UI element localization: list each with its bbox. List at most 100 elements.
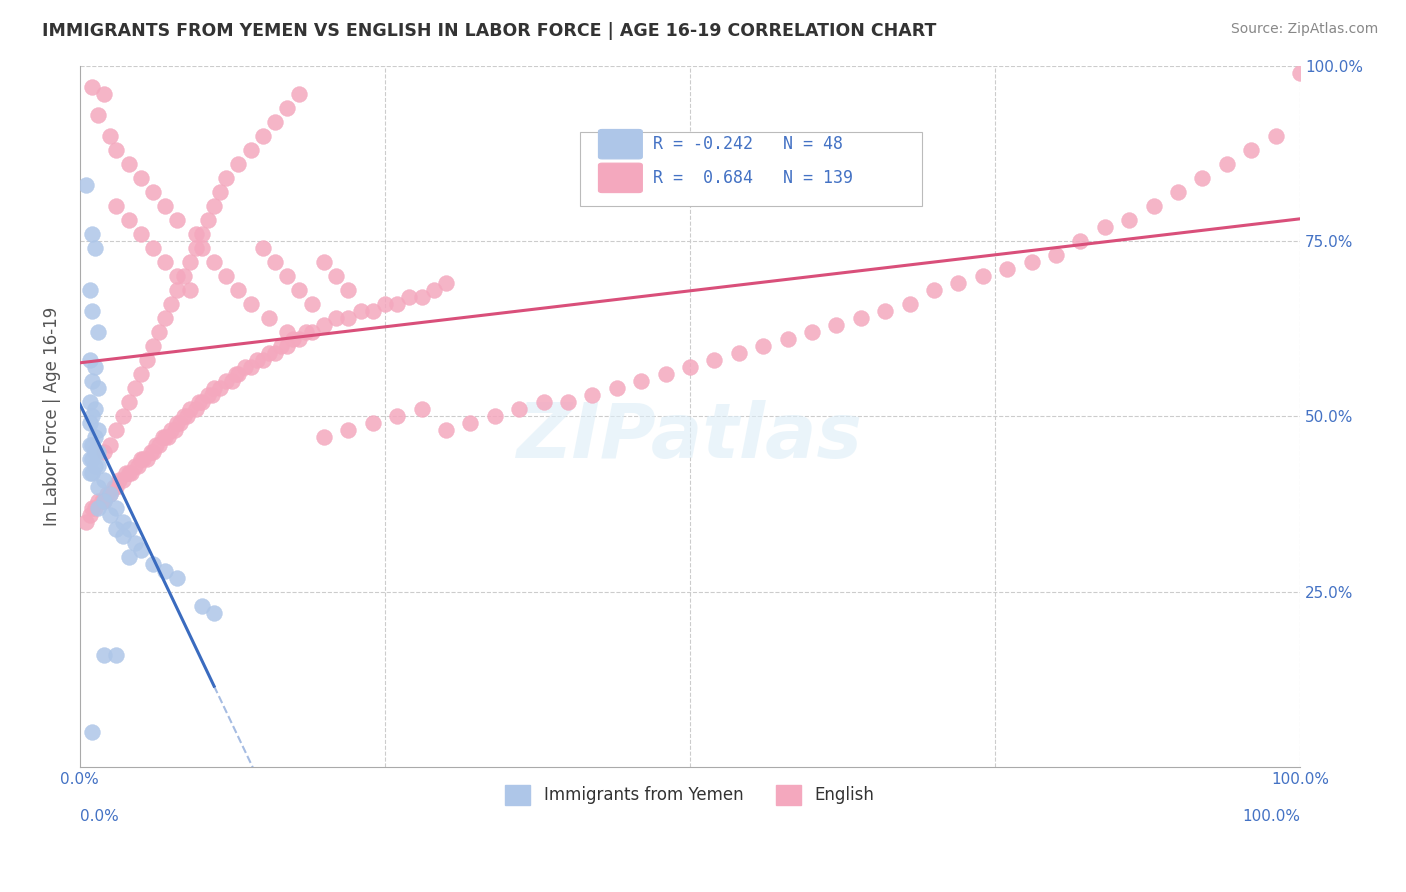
Point [103, 480, 125, 494]
Point [129, 227, 152, 241]
Point [434, 276, 457, 290]
Point [209, 185, 232, 199]
Point [80, 304, 103, 318]
Point [79, 283, 101, 297]
Point [1094, 219, 1116, 234]
Point [411, 402, 433, 417]
Point [179, 402, 201, 417]
Point [100, 486, 122, 500]
Point [124, 458, 146, 473]
Point [270, 339, 292, 353]
FancyBboxPatch shape [599, 129, 643, 159]
Point [105, 648, 128, 662]
Point [1240, 143, 1263, 157]
Point [264, 346, 287, 360]
Point [166, 269, 188, 284]
Point [105, 199, 128, 213]
Point [142, 185, 165, 199]
Point [312, 430, 335, 444]
Point [202, 199, 225, 213]
Point [129, 170, 152, 185]
Text: R = -0.242   N = 48: R = -0.242 N = 48 [654, 136, 844, 153]
Point [257, 346, 280, 360]
Point [233, 360, 256, 375]
Point [118, 395, 141, 409]
Point [148, 325, 170, 339]
Point [120, 466, 142, 480]
Point [191, 241, 214, 255]
Point [139, 444, 162, 458]
Point [422, 283, 444, 297]
Point [1118, 213, 1140, 227]
Point [201, 388, 224, 402]
Point [80, 500, 103, 515]
Point [995, 262, 1018, 277]
Point [875, 304, 897, 318]
Point [288, 332, 311, 346]
Point [155, 255, 177, 269]
Point [105, 143, 128, 157]
Point [108, 473, 131, 487]
Point [79, 353, 101, 368]
Point [1216, 157, 1239, 171]
Point [1142, 199, 1164, 213]
Point [301, 325, 323, 339]
Point [83, 402, 105, 417]
Point [1167, 185, 1189, 199]
Point [83, 458, 105, 473]
Point [156, 430, 179, 444]
Point [166, 213, 188, 227]
Point [325, 311, 347, 326]
Point [118, 157, 141, 171]
Point [96, 486, 118, 500]
Point [132, 451, 155, 466]
Point [727, 346, 749, 360]
Point [80, 409, 103, 424]
Point [1289, 65, 1312, 79]
Point [173, 269, 195, 284]
Point [606, 381, 628, 395]
Point [849, 311, 872, 326]
Point [79, 417, 101, 431]
Point [361, 417, 384, 431]
Point [93, 493, 115, 508]
Point [83, 360, 105, 375]
Point [385, 297, 408, 311]
Point [79, 451, 101, 466]
Point [87, 444, 110, 458]
Point [166, 571, 188, 585]
Point [83, 444, 105, 458]
Point [349, 304, 371, 318]
Point [83, 430, 105, 444]
Point [148, 437, 170, 451]
Point [79, 466, 101, 480]
Point [87, 480, 110, 494]
Point [215, 269, 238, 284]
Point [411, 290, 433, 304]
Point [163, 424, 186, 438]
Point [87, 108, 110, 122]
Point [75, 515, 97, 529]
Point [288, 283, 311, 297]
Point [166, 283, 188, 297]
Point [166, 417, 188, 431]
Point [276, 325, 298, 339]
Point [312, 318, 335, 333]
Point [252, 241, 274, 255]
Point [252, 128, 274, 143]
Point [654, 368, 676, 382]
Point [155, 430, 177, 444]
FancyBboxPatch shape [581, 132, 922, 206]
Point [100, 486, 122, 500]
Point [972, 269, 994, 284]
Point [100, 437, 122, 451]
FancyBboxPatch shape [599, 163, 643, 193]
Point [136, 353, 159, 368]
Point [80, 466, 103, 480]
Point [276, 269, 298, 284]
Point [276, 101, 298, 115]
Point [90, 493, 112, 508]
Point [202, 606, 225, 620]
Point [142, 444, 165, 458]
Text: Source: ZipAtlas.com: Source: ZipAtlas.com [1230, 22, 1378, 37]
